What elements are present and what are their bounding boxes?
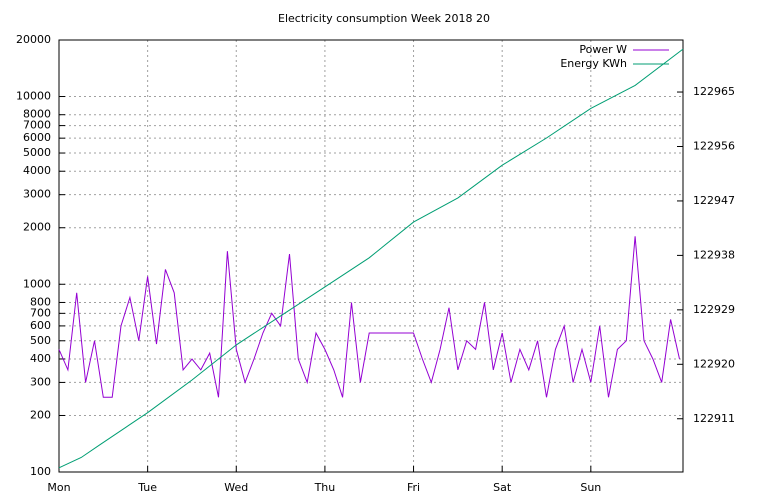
y-tick-label: 6000 [23,131,51,144]
x-tick-label: Tue [137,481,157,494]
y-tick-label: 800 [30,295,51,308]
x-tick-label: Mon [47,481,70,494]
series-line [58,48,684,469]
x-tick-label: Sat [493,481,512,494]
y-tick-label: 1000 [23,277,51,290]
x-tick-label: Sun [580,481,601,494]
y2-tick-label: 122920 [693,357,735,370]
y-tick-label: 3000 [23,188,51,201]
y-tick-label: 20000 [16,33,51,46]
y-tick-label: 600 [30,319,51,332]
legend-label: Power W [579,43,627,56]
y-tick-label: 2000 [23,221,51,234]
y2-tick-label: 122938 [693,248,735,261]
x-tick-label: Thu [314,481,336,494]
y-tick-label: 4000 [23,164,51,177]
y-tick-label: 5000 [23,146,51,159]
y-tick-label: 10000 [16,90,51,103]
y2-tick-label: 122911 [693,412,735,425]
x-tick-label: Fri [407,481,420,494]
series-line [58,236,680,398]
y2-tick-label: 122929 [693,303,735,316]
chart-title: Electricity consumption Week 2018 20 [278,12,490,25]
plot-frame [58,39,684,473]
y-tick-label: 200 [30,408,51,421]
y2-tick-label: 122956 [693,139,735,152]
legend-label: Energy KWh [560,57,627,70]
y-tick-label: 500 [30,334,51,347]
y-tick-label: 100 [30,465,51,478]
x-tick-label: Wed [224,481,248,494]
y-tick-label: 700 [30,306,51,319]
y-tick-label: 8000 [23,108,51,121]
y-tick-label: 300 [30,375,51,388]
y-tick-label: 7000 [23,119,51,132]
y-tick-label: 400 [30,352,51,365]
y2-tick-label: 122965 [693,85,735,98]
y2-tick-label: 122947 [693,194,735,207]
